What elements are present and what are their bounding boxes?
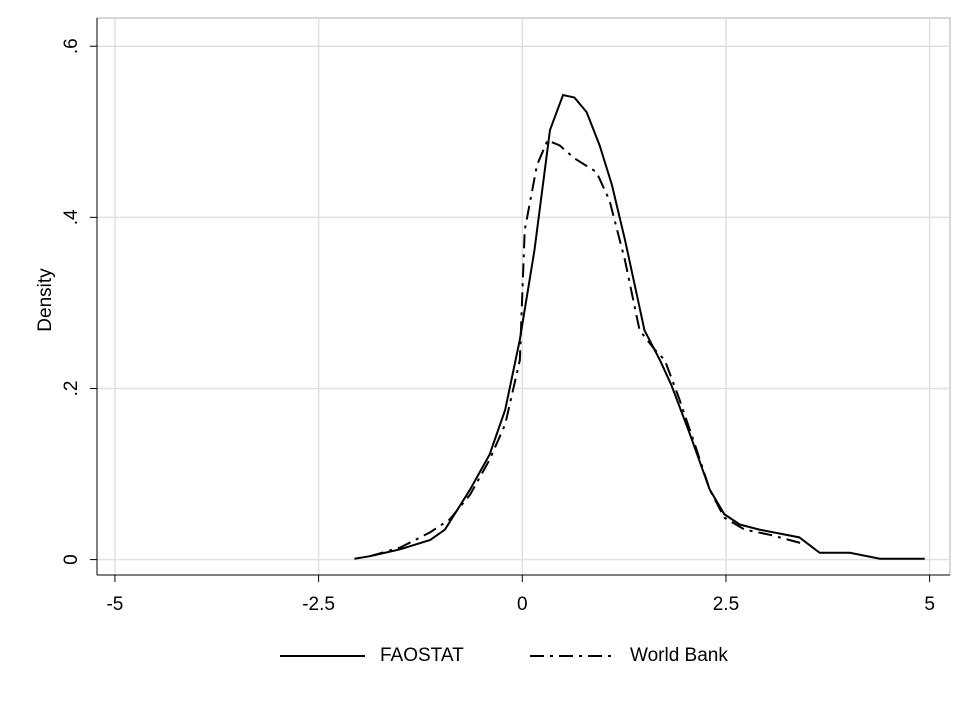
- x-tick-label: 2.5: [713, 594, 739, 615]
- legend-label: FAOSTAT: [380, 645, 464, 666]
- legend-label: World Bank: [630, 645, 728, 666]
- y-tick-label: .2: [61, 381, 82, 397]
- x-tick-label: -2.5: [302, 594, 335, 615]
- x-tick-label: 0: [517, 594, 528, 615]
- density-line: [369, 139, 806, 558]
- x-tick-label: -5: [106, 594, 123, 615]
- y-axis-title: Density: [35, 268, 56, 332]
- y-tick-label: .6: [61, 38, 82, 54]
- y-tick-label: .4: [61, 209, 82, 225]
- x-tick-label: 5: [924, 594, 935, 615]
- density-line: [354, 93, 925, 560]
- plot-area: [96, 17, 951, 576]
- y-tick-label: 0: [61, 554, 82, 565]
